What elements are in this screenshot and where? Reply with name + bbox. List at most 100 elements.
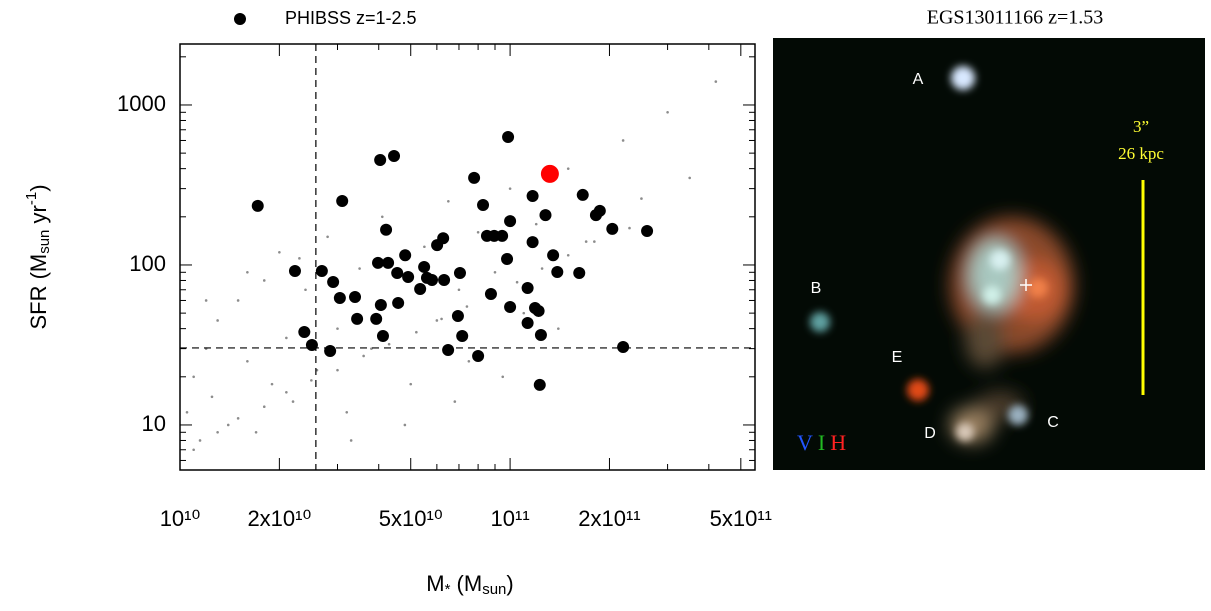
axis-label: M* (Msun) (426, 571, 513, 598)
x-tick-label: 2x10¹⁰ (247, 506, 311, 531)
x-tick-label: 5x10¹¹ (710, 506, 772, 531)
background-point (467, 359, 471, 363)
background-point (362, 354, 365, 358)
background-point (262, 405, 266, 409)
background-point (493, 270, 497, 274)
background-point (457, 288, 461, 292)
data-point (391, 266, 404, 279)
source-label: C (1047, 414, 1059, 431)
data-point (496, 229, 509, 242)
background-point (298, 257, 301, 260)
data-point (472, 349, 485, 362)
background-point (435, 319, 439, 322)
background-point (387, 342, 391, 346)
data-point (351, 312, 364, 325)
filter-v: V (797, 430, 813, 455)
background-point (409, 382, 413, 386)
background-point (278, 251, 281, 254)
background-point (566, 253, 570, 257)
data-point (376, 329, 389, 342)
data-point (617, 341, 630, 354)
data-point (374, 153, 387, 166)
background-point (508, 187, 512, 190)
background-point (566, 167, 570, 170)
data-point (392, 296, 405, 309)
data-point (468, 171, 481, 184)
x-tick-label: 10¹¹ (491, 506, 530, 531)
data-point (327, 275, 340, 288)
data-point (504, 301, 517, 314)
axis-label-part: ) (506, 571, 513, 596)
background-point (688, 176, 691, 180)
background-point (216, 319, 219, 322)
data-point (288, 264, 301, 277)
x-tick-label: 10¹⁰ (160, 506, 201, 531)
data-point (451, 309, 464, 322)
data-point (534, 328, 547, 341)
data-point (418, 260, 431, 273)
background-point (593, 240, 596, 243)
data-point (374, 299, 387, 312)
sources (810, 66, 1048, 441)
data-point (521, 281, 534, 294)
data-point (382, 256, 395, 269)
data-point (402, 271, 415, 284)
background-point (440, 317, 443, 321)
background-point (415, 330, 418, 334)
image-panel: EGS13011166 z=1.53 3” 26 kpc A B C D (773, 7, 1205, 470)
data-point (533, 378, 546, 391)
data-point (593, 204, 606, 217)
background-point (628, 226, 631, 230)
background-point (534, 222, 538, 226)
data-point (438, 274, 451, 287)
background-point (304, 288, 307, 292)
data-point (336, 195, 349, 208)
background-point (262, 279, 266, 282)
background-point (270, 382, 274, 386)
filter-i: I (818, 430, 825, 455)
data-point (414, 282, 427, 295)
data-point (372, 256, 385, 269)
axis-label-part: M (426, 571, 444, 596)
data-point (573, 266, 586, 279)
data-point (484, 287, 497, 300)
background-point (192, 448, 195, 452)
data-point (477, 199, 490, 212)
background-point (226, 423, 230, 427)
data-point (333, 291, 346, 304)
data-point (504, 215, 517, 228)
legend-marker (234, 13, 246, 25)
filter-h: H (830, 430, 846, 455)
background-point (336, 327, 339, 330)
background-point (336, 368, 339, 372)
y-tick-label: 100 (129, 251, 166, 276)
background-point (465, 305, 469, 308)
background-point (254, 430, 258, 434)
axis-label-part: sun (482, 581, 506, 598)
background-point (236, 299, 240, 302)
axis-label-part: (M (450, 571, 482, 596)
data-point (532, 304, 545, 317)
data-point (502, 130, 515, 143)
background-point (349, 439, 353, 442)
data-point (551, 265, 564, 278)
x-tick-label: 2x10¹¹ (578, 506, 640, 531)
background-point (192, 375, 195, 379)
data-point (526, 189, 539, 202)
background-point (557, 327, 560, 330)
axes-frame (179, 43, 756, 471)
background-point (210, 395, 214, 399)
data-point (315, 264, 328, 277)
data-point (539, 209, 552, 222)
background-point (540, 267, 544, 270)
background-point (447, 200, 450, 203)
data-point (380, 223, 393, 236)
background-point (285, 391, 288, 394)
background-point (345, 410, 349, 414)
data-point (540, 164, 559, 183)
data-point (442, 344, 455, 357)
background-point (403, 423, 407, 427)
background-point (326, 235, 329, 239)
background-point (640, 197, 643, 200)
source-label: A (913, 71, 924, 88)
